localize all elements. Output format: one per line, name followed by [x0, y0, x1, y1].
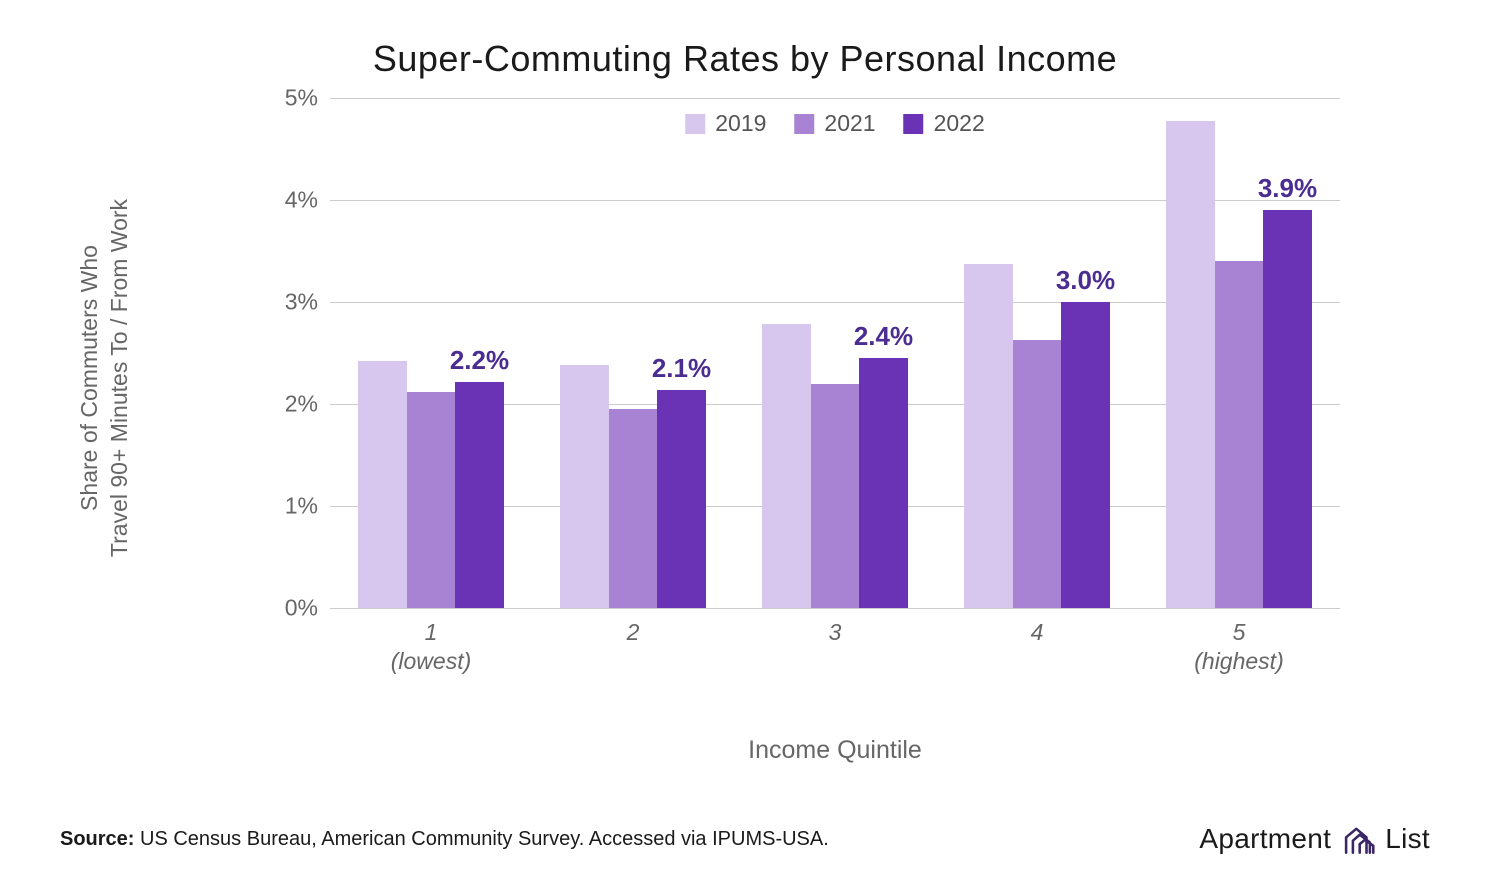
legend-item: 2021 [794, 110, 875, 137]
y-tick-label: 5% [285, 85, 318, 112]
bar-fill [762, 324, 810, 608]
bar [1215, 98, 1263, 608]
legend-label: 2019 [715, 110, 766, 137]
bar: 2.2% [455, 98, 503, 608]
legend-item: 2019 [685, 110, 766, 137]
bar-fill [560, 365, 608, 608]
bar-value-label: 3.0% [1056, 265, 1115, 296]
bar-groups: 2.2% 2.1% 2.4% 3.0% 3.9% [330, 98, 1340, 608]
bar-fill [455, 382, 503, 608]
bar [762, 98, 810, 608]
y-tick-label: 0% [285, 595, 318, 622]
bar-group: 3.0% [936, 98, 1138, 608]
bar-group: 2.4% [734, 98, 936, 608]
bar-fill [657, 390, 705, 608]
x-tick-label: 3 [734, 618, 936, 676]
bar-fill [407, 392, 455, 608]
bar-fill [859, 358, 907, 608]
bar [407, 98, 455, 608]
brand-logo: Apartment List [1199, 822, 1430, 856]
legend-swatch [794, 114, 814, 134]
bar-fill [1061, 302, 1109, 608]
footer: Source: US Census Bureau, American Commu… [60, 822, 1430, 856]
bar-group: 3.9% [1138, 98, 1340, 608]
chart-area: Share of Commuters Who Travel 90+ Minute… [260, 98, 1340, 658]
legend-swatch [685, 114, 705, 134]
y-tick-label: 1% [285, 493, 318, 520]
bar-group: 2.2% [330, 98, 532, 608]
bar [811, 98, 859, 608]
legend: 2019 2021 2022 [685, 110, 985, 137]
bar-value-label: 3.9% [1258, 173, 1317, 204]
bar-fill [1215, 261, 1263, 608]
source-text: Source: US Census Bureau, American Commu… [60, 828, 829, 851]
source-body: US Census Bureau, American Community Sur… [134, 828, 828, 850]
bar-cluster: 2.4% [762, 98, 907, 608]
bar-fill [358, 361, 406, 608]
bar-fill [609, 409, 657, 608]
bar-fill [1013, 340, 1061, 608]
bar: 2.1% [657, 98, 705, 608]
chart-title: Super-Commuting Rates by Personal Income [60, 38, 1430, 80]
x-tick-label: 4 [936, 618, 1138, 676]
bar-fill [811, 384, 859, 608]
bar [1013, 98, 1061, 608]
bar-fill [964, 264, 1012, 608]
x-tick-label: 2 [532, 618, 734, 676]
y-tick-label: 4% [285, 187, 318, 214]
logo-word-1: Apartment [1199, 823, 1331, 855]
bar: 3.9% [1263, 98, 1311, 608]
x-axis-title: Income Quintile [330, 736, 1340, 765]
grid-line [330, 608, 1340, 609]
bar-cluster: 3.9% [1166, 98, 1311, 608]
plot-area: 201920212022 2.2%2.1%2.4%3.0%3.9% 1 (low… [330, 98, 1340, 608]
bar-value-label: 2.1% [652, 353, 711, 384]
y-axis-label: Share of Commuters Who Travel 90+ Minute… [75, 178, 135, 578]
bar: 2.4% [859, 98, 907, 608]
legend-label: 2022 [934, 110, 985, 137]
x-axis-labels: 1 (lowest)2345 (highest) [330, 618, 1340, 676]
legend-item: 2022 [904, 110, 985, 137]
source-prefix: Source: [60, 828, 134, 850]
y-tick-label: 3% [285, 289, 318, 316]
x-tick-label: 1 (lowest) [330, 618, 532, 676]
bar-value-label: 2.2% [450, 345, 509, 376]
bar: 3.0% [1061, 98, 1109, 608]
x-tick-label: 5 (highest) [1138, 618, 1340, 676]
legend-swatch [904, 114, 924, 134]
bar-fill [1263, 210, 1311, 608]
logo-word-2: List [1385, 823, 1430, 855]
chart-container: Super-Commuting Rates by Personal Income… [0, 0, 1490, 886]
legend-label: 2021 [824, 110, 875, 137]
bar [964, 98, 1012, 608]
building-icon [1341, 822, 1375, 856]
bar [560, 98, 608, 608]
bar-cluster: 2.1% [560, 98, 705, 608]
bar [609, 98, 657, 608]
bar-group: 2.1% [532, 98, 734, 608]
bar [1166, 98, 1214, 608]
bar-cluster: 2.2% [358, 98, 503, 608]
y-tick-label: 2% [285, 391, 318, 418]
bar-value-label: 2.4% [854, 321, 913, 352]
bar-fill [1166, 121, 1214, 608]
bar [358, 98, 406, 608]
bar-cluster: 3.0% [964, 98, 1109, 608]
